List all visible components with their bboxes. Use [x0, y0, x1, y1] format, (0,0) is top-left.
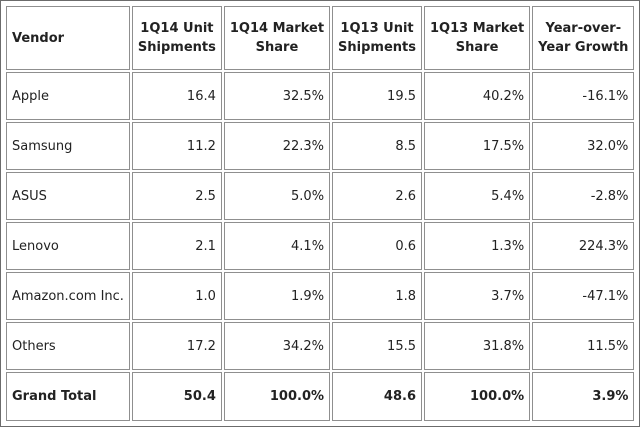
1q13-share-cell: 17.5% [424, 122, 531, 170]
vendor-cell: Others [6, 322, 130, 370]
table-row-lenovo: Lenovo 2.1 4.1% 0.6 1.3% 224.3% [6, 222, 635, 270]
header-1q13-share: 1Q13 Market Share [424, 6, 531, 70]
total-yoy-growth-cell: 3.9% [532, 372, 635, 421]
1q14-share-cell: 34.2% [223, 322, 331, 370]
1q13-share-cell: 31.8% [424, 322, 531, 370]
1q14-share-cell: 32.5% [223, 72, 331, 120]
1q14-share-cell: 22.3% [223, 122, 331, 170]
1q14-share-cell: 5.0% [223, 172, 331, 220]
header-1q14-units-line1: 1Q14 Unit [140, 21, 214, 36]
1q14-units-cell: 16.4 [131, 72, 222, 120]
header-1q13-share-line2: Share [455, 40, 499, 55]
1q13-units-cell: 8.5 [332, 122, 422, 170]
table-row-grand-total: Grand Total 50.4 100.0% 48.6 100.0% 3.9% [6, 372, 635, 421]
1q13-share-cell: 5.4% [424, 172, 531, 220]
table-row-amazon: Amazon.com Inc. 1.0 1.9% 1.8 3.7% -47.1% [6, 272, 635, 320]
header-1q14-share-line1: 1Q14 Market [229, 21, 325, 36]
table-row-others: Others 17.2 34.2% 15.5 31.8% 11.5% [6, 322, 635, 370]
header-yoy-growth-line1: Year-over- [545, 21, 622, 36]
total-1q13-units-cell: 48.6 [332, 372, 422, 421]
total-1q14-share-cell: 100.0% [223, 372, 331, 421]
yoy-growth-cell: 224.3% [532, 222, 635, 270]
total-1q13-share-cell: 100.0% [424, 372, 531, 421]
header-vendor: Vendor [6, 6, 130, 70]
total-1q14-units-cell: 50.4 [131, 372, 222, 421]
header-row: Vendor 1Q14 Unit Shipments 1Q14 Market S… [6, 6, 635, 70]
yoy-growth-cell: 11.5% [532, 322, 635, 370]
1q14-units-cell: 11.2 [131, 122, 222, 170]
table-row-samsung: Samsung 11.2 22.3% 8.5 17.5% 32.0% [6, 122, 635, 170]
header-1q13-units-line2: Shipments [338, 40, 416, 55]
total-vendor-cell: Grand Total [6, 372, 130, 421]
vendor-cell: Samsung [6, 122, 130, 170]
header-1q14-units: 1Q14 Unit Shipments [131, 6, 222, 70]
header-yoy-growth: Year-over- Year Growth [532, 6, 635, 70]
1q13-share-cell: 3.7% [424, 272, 531, 320]
header-yoy-growth-line2: Year Growth [538, 40, 629, 55]
header-1q13-units: 1Q13 Unit Shipments [332, 6, 422, 70]
vendor-cell: Amazon.com Inc. [6, 272, 130, 320]
1q14-share-cell: 4.1% [223, 222, 331, 270]
header-1q13-share-line1: 1Q13 Market [430, 21, 525, 36]
1q13-share-cell: 1.3% [424, 222, 531, 270]
1q14-units-cell: 2.5 [131, 172, 222, 220]
1q13-units-cell: 0.6 [332, 222, 422, 270]
yoy-growth-cell: -2.8% [532, 172, 635, 220]
1q14-share-cell: 1.9% [223, 272, 331, 320]
shipments-table: Vendor 1Q14 Unit Shipments 1Q14 Market S… [4, 4, 636, 423]
1q13-units-cell: 19.5 [332, 72, 422, 120]
header-1q13-units-line1: 1Q13 Unit [340, 21, 414, 36]
1q13-units-cell: 15.5 [332, 322, 422, 370]
header-1q14-share-line2: Share [255, 40, 299, 55]
header-1q14-share: 1Q14 Market Share [223, 6, 331, 70]
1q13-units-cell: 2.6 [332, 172, 422, 220]
vendor-cell: Apple [6, 72, 130, 120]
yoy-growth-cell: 32.0% [532, 122, 635, 170]
1q13-units-cell: 1.8 [332, 272, 422, 320]
1q13-share-cell: 40.2% [424, 72, 531, 120]
header-1q14-units-line2: Shipments [137, 40, 216, 55]
vendor-cell: Lenovo [6, 222, 130, 270]
1q14-units-cell: 1.0 [131, 272, 222, 320]
1q14-units-cell: 17.2 [131, 322, 222, 370]
yoy-growth-cell: -47.1% [532, 272, 635, 320]
vendor-cell: ASUS [6, 172, 130, 220]
table-row-apple: Apple 16.4 32.5% 19.5 40.2% -16.1% [6, 72, 635, 120]
yoy-growth-cell: -16.1% [532, 72, 635, 120]
table-row-asus: ASUS 2.5 5.0% 2.6 5.4% -2.8% [6, 172, 635, 220]
1q14-units-cell: 2.1 [131, 222, 222, 270]
